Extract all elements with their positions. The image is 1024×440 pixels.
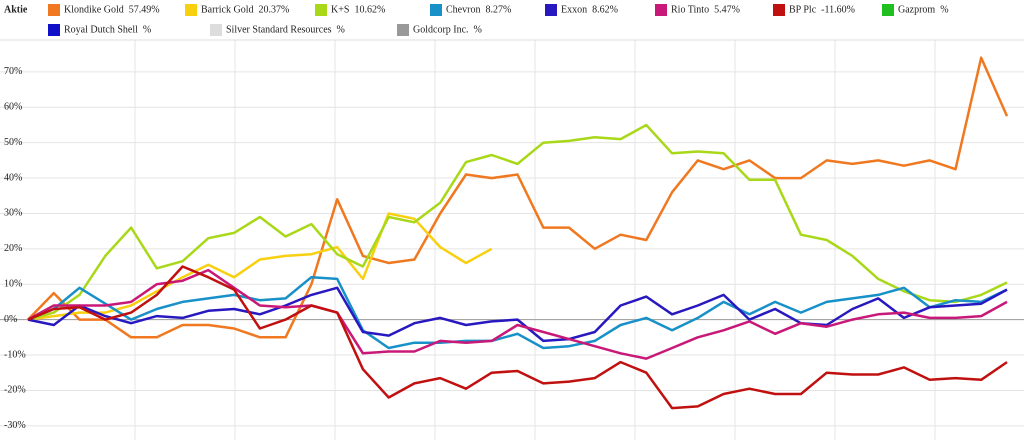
legend-label: Klondike Gold — [64, 4, 124, 15]
legend-value: 5.47% — [714, 4, 740, 15]
legend-swatch — [185, 4, 197, 16]
y-tick-label: -10% — [4, 349, 26, 360]
legend-title: Aktie — [4, 4, 28, 15]
legend-value: % — [143, 24, 151, 35]
y-tick-label: 70% — [4, 66, 22, 77]
legend-label: Gazprom — [898, 4, 935, 15]
legend-label: Chevron — [446, 4, 480, 15]
legend-value: 57.49% — [129, 4, 160, 15]
legend-swatch — [430, 4, 442, 16]
legend-value: 20.37% — [259, 4, 290, 15]
legend-value: -11.60% — [821, 4, 855, 15]
series-line — [27, 268, 1008, 360]
y-tick-label: 10% — [4, 279, 22, 290]
series-line — [27, 286, 1008, 343]
legend-label: Royal Dutch Shell — [64, 24, 138, 35]
legend-value: 10.62% — [354, 4, 385, 15]
series-line — [27, 212, 493, 321]
legend-value: % — [940, 4, 948, 15]
series-line — [27, 56, 1009, 339]
series-line — [27, 265, 1008, 410]
legend-swatch — [545, 4, 557, 16]
legend-label: Barrick Gold — [201, 4, 254, 15]
y-tick-label: 60% — [4, 102, 22, 113]
legend-label: BP Plc — [789, 4, 817, 15]
legend-swatch — [655, 4, 667, 16]
legend-value: % — [337, 24, 345, 35]
legend-label: Rio Tinto — [671, 4, 709, 15]
legend-swatch — [48, 4, 60, 16]
y-tick-label: -30% — [4, 420, 26, 431]
legend-value: % — [474, 24, 482, 35]
series-line — [27, 275, 1008, 350]
legend-swatch — [397, 24, 409, 36]
series-line — [27, 123, 1008, 321]
legend-label: K+S — [331, 4, 349, 15]
legend-value: 8.62% — [592, 4, 618, 15]
legend-swatch — [210, 24, 222, 36]
legend-label: Silver Standard Resources — [226, 24, 332, 35]
legend-label: Exxon — [561, 4, 587, 15]
y-tick-label: -20% — [4, 385, 26, 396]
y-tick-label: 30% — [4, 208, 22, 219]
y-tick-label: 40% — [4, 172, 22, 183]
legend-swatch — [315, 4, 327, 16]
legend-swatch — [48, 24, 60, 36]
legend-label: Goldcorp Inc. — [413, 24, 469, 35]
y-tick-label: 20% — [4, 243, 22, 254]
y-tick-label: 50% — [4, 137, 22, 148]
legend-swatch — [882, 4, 894, 16]
y-tick-label: 0% — [4, 314, 17, 325]
legend-swatch — [773, 4, 785, 16]
legend-value: 8.27% — [485, 4, 511, 15]
